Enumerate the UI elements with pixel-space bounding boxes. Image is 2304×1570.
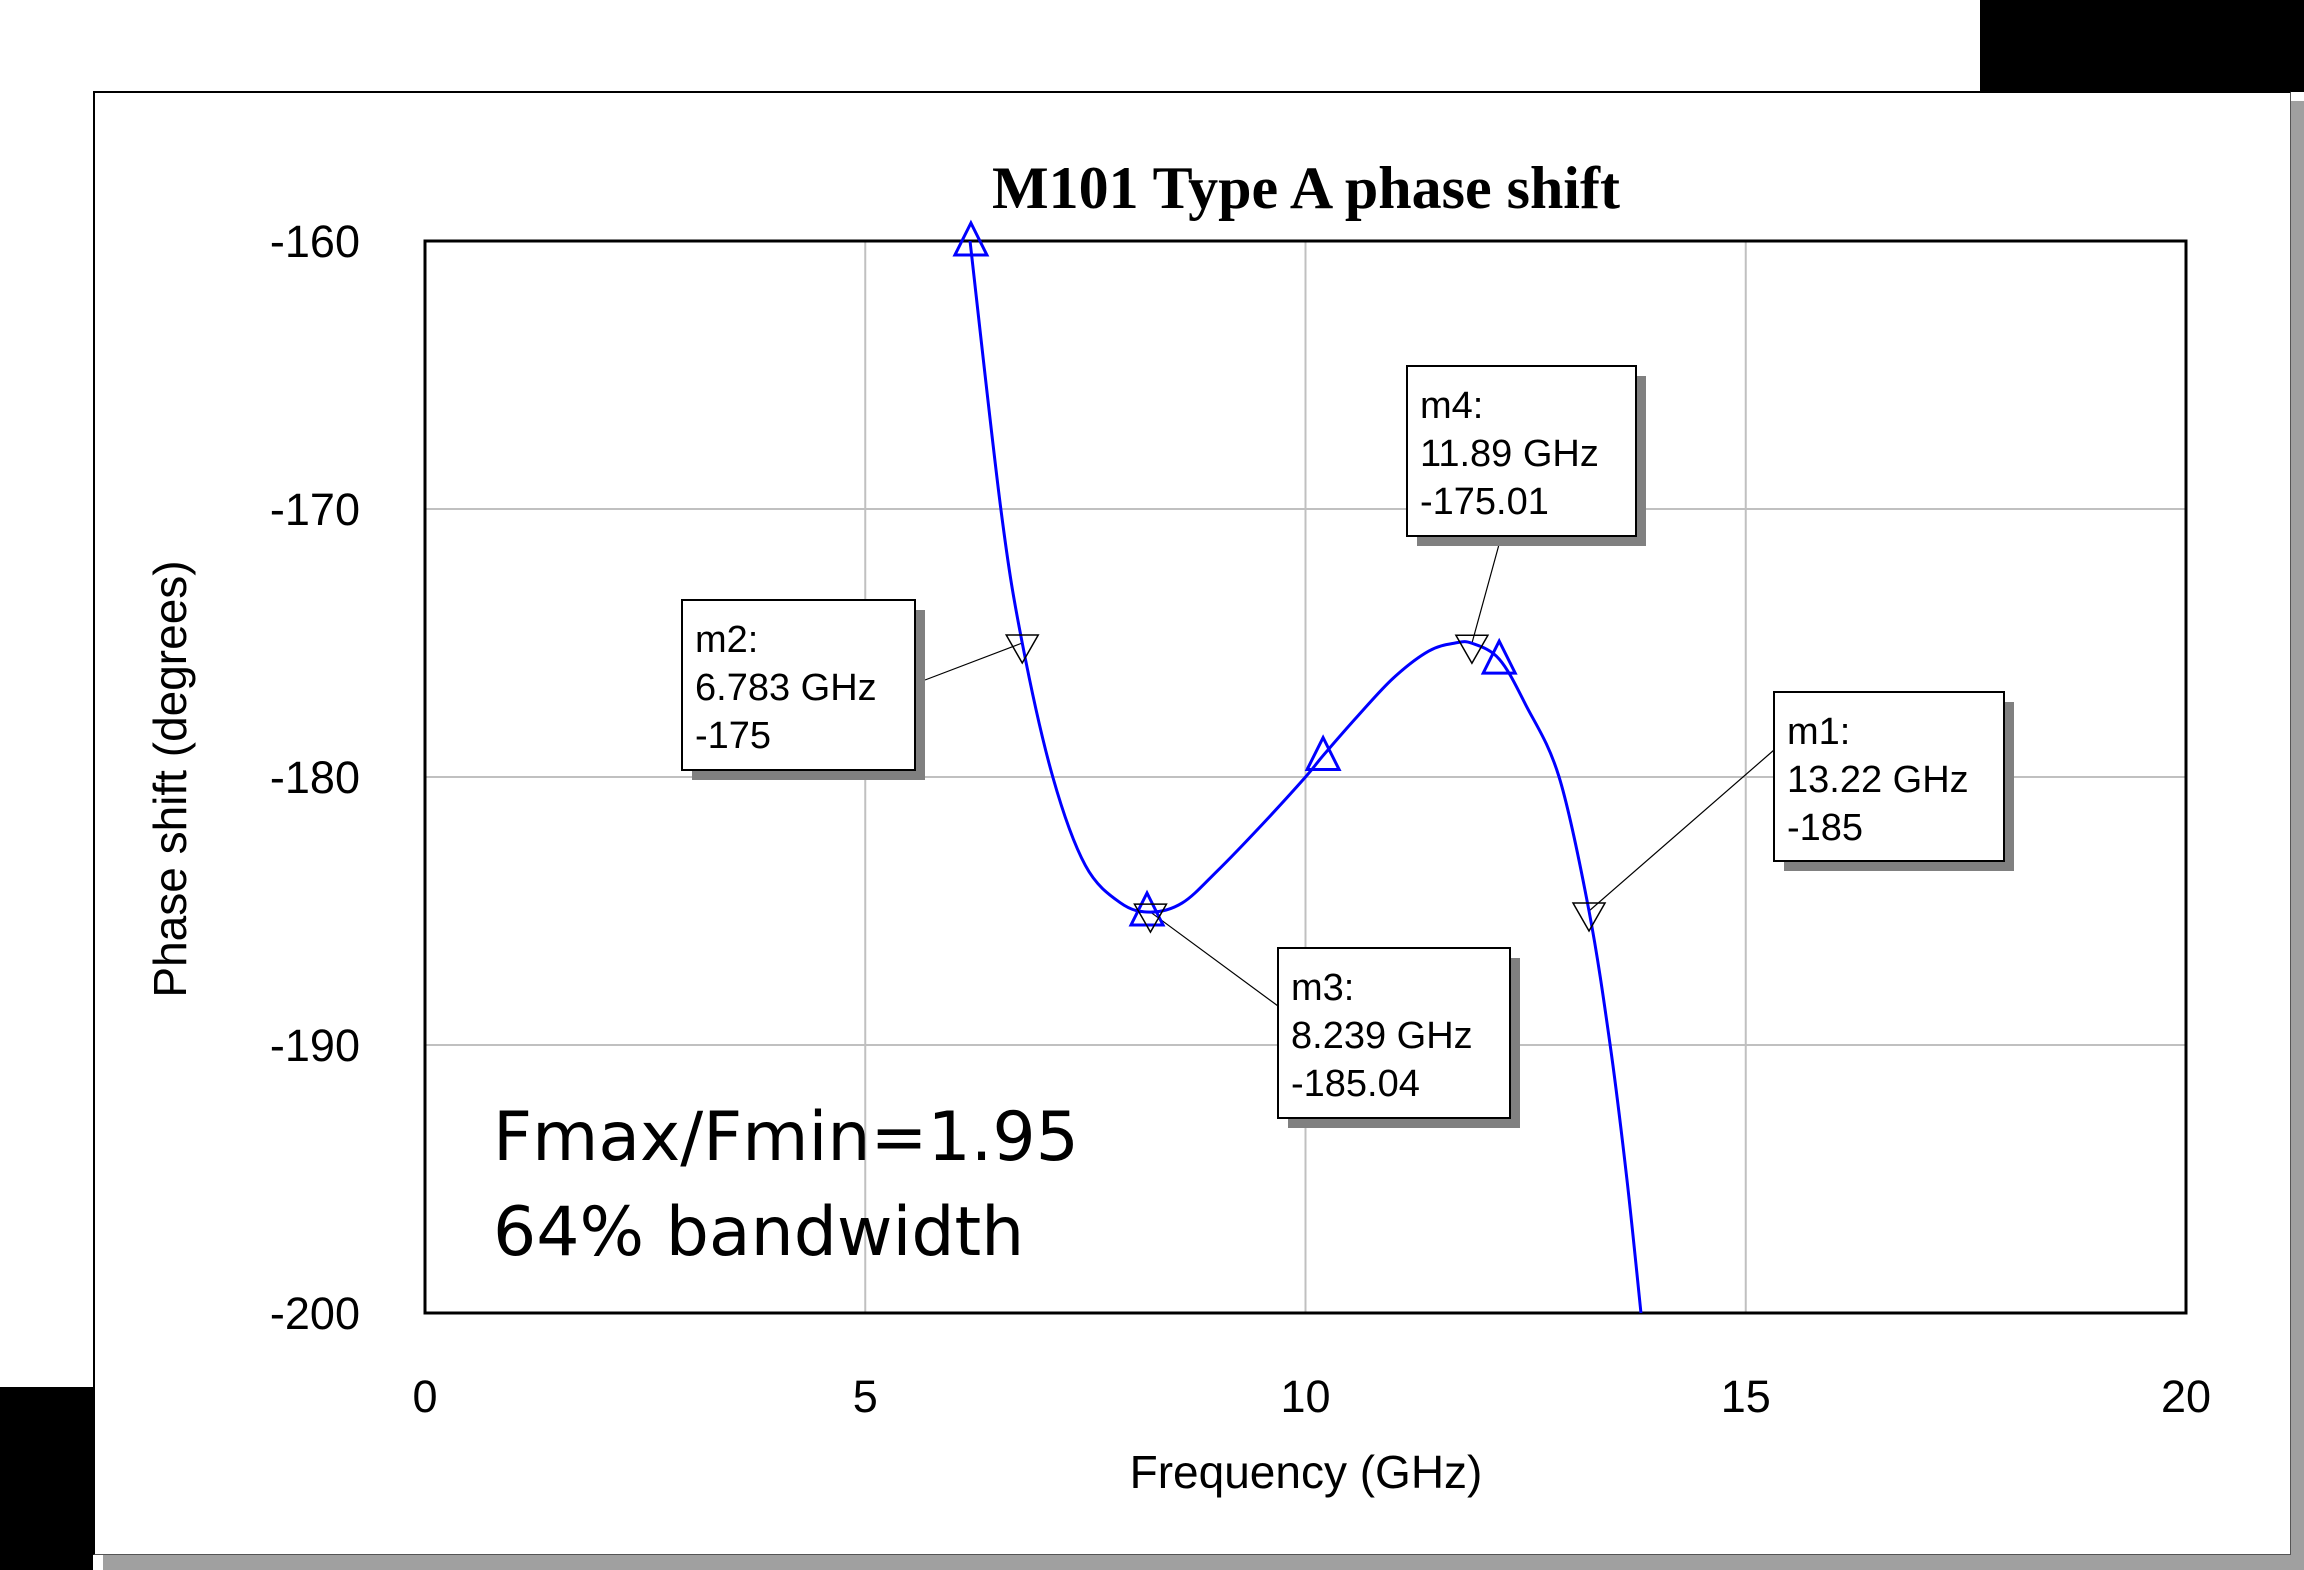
marker-label: m3: bbox=[1291, 967, 1354, 1009]
marker-value: -175 bbox=[695, 715, 771, 757]
data-point-markers bbox=[952, 219, 1518, 927]
leader-line bbox=[924, 642, 1023, 681]
marker-label: m4: bbox=[1420, 385, 1483, 427]
marker-frequency: 13.22 GHz bbox=[1787, 759, 1969, 801]
plot-area bbox=[423, 239, 2188, 1315]
marker-box bbox=[1773, 691, 2005, 862]
x-tick-label: 15 bbox=[1721, 1371, 1771, 1422]
background-black-block-bottom-left bbox=[0, 1387, 93, 1570]
marker-m4[interactable]: m4: 11.89 GHz -175.01 bbox=[1406, 365, 1646, 665]
y-tick-label: -200 bbox=[270, 1288, 360, 1339]
marker-frequency: 11.89 GHz bbox=[1420, 433, 1599, 475]
marker-box bbox=[1406, 365, 1637, 537]
x-tick-label: 0 bbox=[412, 1371, 437, 1422]
marker-frequency: 6.783 GHz bbox=[695, 667, 877, 709]
marker-leader-lines bbox=[924, 545, 1775, 1007]
y-axis-label: Phase shift (degrees) bbox=[144, 560, 196, 997]
chart-title: M101 Type A phase shift bbox=[992, 155, 1620, 221]
annotation-ratio: Fmax/Fmin=1.95 bbox=[493, 1098, 1079, 1177]
y-tick-label: -190 bbox=[270, 1020, 360, 1071]
marker-m1[interactable]: m1: 13.22 GHz -185 bbox=[1571, 691, 2014, 933]
y-tick-label: -180 bbox=[270, 752, 360, 803]
inverted-triangle-marker-icon bbox=[1454, 634, 1490, 665]
marker-label: m1: bbox=[1787, 711, 1850, 753]
background-black-block-top-right bbox=[1980, 0, 2304, 92]
x-axis-ticks: 0 5 10 15 20 bbox=[412, 1371, 2211, 1422]
marker-frequency: 8.239 GHz bbox=[1291, 1015, 1473, 1057]
inverted-triangle-marker-icon bbox=[1133, 903, 1168, 934]
marker-box bbox=[681, 599, 916, 771]
x-tick-label: 20 bbox=[2161, 1371, 2211, 1422]
triangle-marker-icon bbox=[1304, 734, 1342, 772]
inverted-triangle-marker-icon bbox=[1004, 634, 1040, 665]
annotation-bandwidth: 64% bandwidth bbox=[493, 1193, 1024, 1272]
marker-value: -175.01 bbox=[1420, 481, 1549, 523]
marker-box bbox=[1277, 947, 1511, 1119]
y-tick-label: -170 bbox=[270, 484, 360, 535]
triangle-marker-icon bbox=[1480, 637, 1518, 675]
y-tick-label: -160 bbox=[270, 216, 360, 267]
x-tick-label: 5 bbox=[853, 1371, 878, 1422]
leader-line bbox=[1588, 749, 1775, 912]
marker-value: -185.04 bbox=[1291, 1063, 1420, 1105]
inverted-triangle-marker-icon bbox=[1571, 902, 1607, 933]
y-axis-ticks: -160 -170 -180 -190 -200 bbox=[270, 216, 360, 1339]
leader-line bbox=[1150, 911, 1279, 1007]
phase-shift-trace bbox=[968, 240, 1643, 1314]
marker-label: m2: bbox=[695, 619, 758, 661]
x-axis-label: Frequency (GHz) bbox=[1130, 1446, 1483, 1498]
x-tick-label: 10 bbox=[1280, 1371, 1330, 1422]
marker-m3[interactable]: m3: 8.239 GHz -185.04 bbox=[1133, 903, 1520, 1128]
marker-m2[interactable]: m2: 6.783 GHz -175 bbox=[681, 599, 1040, 780]
triangle-marker-icon bbox=[952, 219, 990, 257]
marker-value: -185 bbox=[1787, 807, 1863, 849]
marker-readouts: m1: 13.22 GHz -185 m2: 6.783 GHz -175 m3: 8.239… bbox=[681, 365, 2014, 1128]
leader-line bbox=[1471, 545, 1500, 644]
